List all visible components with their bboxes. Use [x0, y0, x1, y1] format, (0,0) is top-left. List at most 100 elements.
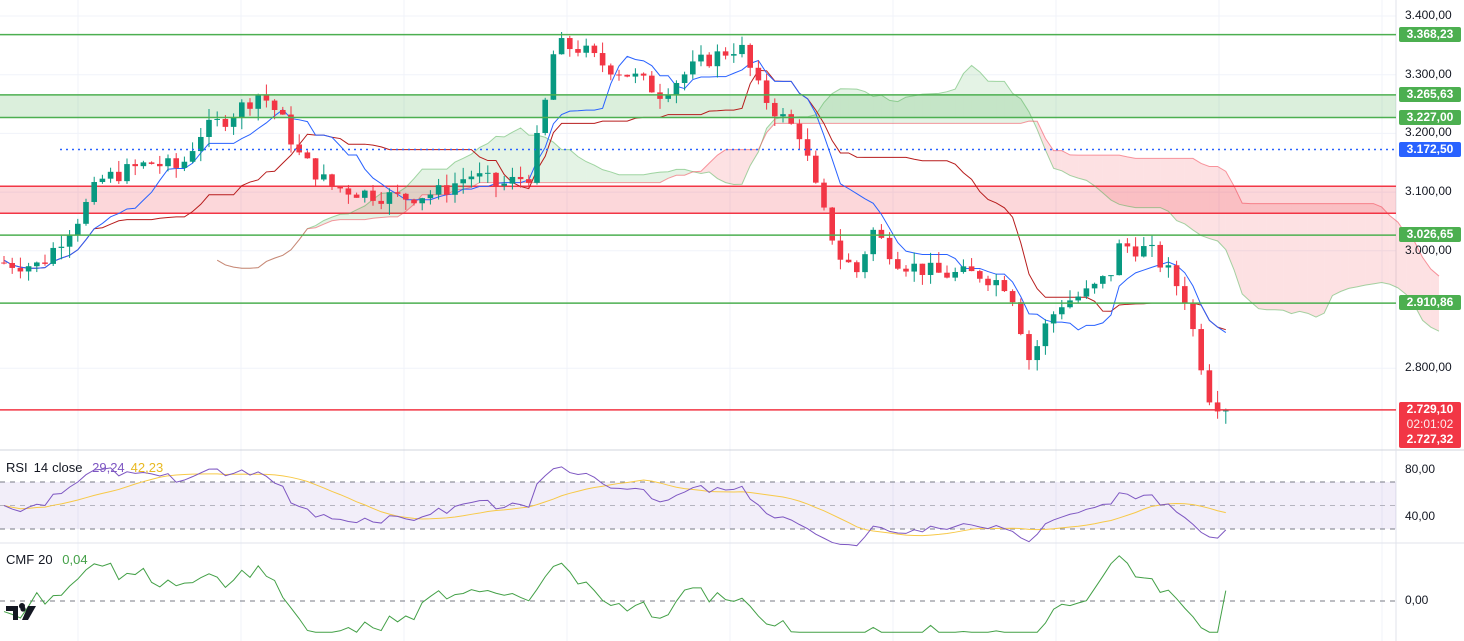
ichimoku-cloud-segment — [1332, 203, 1341, 296]
ichimoku-cloud-segment — [1061, 150, 1070, 176]
candle-body — [222, 118, 229, 127]
candle-body — [616, 74, 622, 76]
ichimoku-cloud-segment — [684, 169, 693, 176]
ichimoku-cloud-segment — [561, 149, 570, 183]
ichimoku-cloud-segment — [1250, 203, 1259, 309]
cmf-length: 20 — [38, 552, 53, 567]
candle-body — [157, 163, 163, 167]
last-price-tag: 2.729,10 02:01:02 2.727,32 — [1399, 401, 1461, 448]
ichimoku-cloud-segment — [1324, 203, 1333, 314]
rsi-source: close — [52, 460, 83, 475]
candle-body — [1026, 334, 1032, 361]
ichimoku-cloud-segment — [545, 137, 554, 183]
rsi-ma-value: 42,23 — [130, 460, 164, 475]
ichimoku-cloud-segment — [1209, 166, 1218, 241]
ichimoku-cloud-segment — [709, 155, 718, 179]
candle-body — [198, 136, 204, 152]
candle-body — [854, 262, 860, 273]
candle-body — [124, 164, 130, 182]
candle-body — [977, 271, 983, 279]
candle-body — [1001, 280, 1008, 292]
candle-body — [493, 172, 499, 186]
candle-body — [214, 118, 220, 120]
candle-body — [509, 176, 516, 184]
cmf-line — [3, 555, 1227, 633]
ichimoku-cloud-segment — [1283, 203, 1292, 314]
candle-body — [993, 280, 999, 286]
ichimoku-cloud-segment — [1242, 203, 1251, 302]
candle-body — [468, 176, 475, 180]
candle-body — [517, 176, 524, 180]
candle-body — [952, 271, 958, 278]
candle-body — [698, 54, 704, 62]
price-tick-label: 3.000,00 — [1405, 242, 1452, 257]
ichimoku-cloud-segment — [1037, 121, 1046, 150]
candle-body — [681, 74, 688, 84]
candle-body — [550, 54, 557, 100]
ichimoku-cloud-segment — [906, 95, 915, 124]
candle-body — [796, 123, 803, 140]
cmf-legend: CMF 20 0,04 — [6, 552, 94, 567]
candle-body — [624, 74, 630, 77]
candle-body — [1124, 243, 1131, 247]
candle-body — [1198, 329, 1204, 371]
candle-body — [747, 44, 753, 68]
ichimoku-cloud-segment — [1217, 166, 1226, 250]
ichimoku-cloud-segment — [487, 136, 496, 183]
ichimoku-cloud-segment — [348, 209, 357, 220]
candle-body — [862, 254, 868, 273]
candle-body — [345, 188, 352, 195]
price-tick-label: 3.200,00 — [1405, 125, 1452, 140]
level-price-tag: 3.026,65 — [1399, 227, 1461, 243]
ichimoku-cloud-segment — [1225, 171, 1234, 270]
candle-body — [878, 229, 885, 238]
ichimoku-cloud-segment — [1299, 203, 1308, 314]
ichimoku-cloud-segment — [586, 161, 595, 183]
candle-body — [1091, 283, 1098, 289]
candle-body — [919, 263, 926, 275]
ichimoku-cloud-segment — [725, 149, 734, 185]
level-price-tag: 3.265,63 — [1399, 86, 1461, 102]
level-price-tag: 3.368,23 — [1399, 26, 1461, 42]
ichimoku-cloud-segment — [1053, 150, 1062, 171]
ichimoku-cloud-segment — [1258, 203, 1267, 310]
ichimoku-cloud-segment — [1373, 203, 1382, 284]
candle-body — [1, 262, 7, 264]
ichimoku-cloud-segment — [660, 171, 669, 183]
candle-body — [1018, 302, 1024, 335]
candle-body — [1009, 291, 1016, 303]
senkou-span-a — [216, 64, 1440, 332]
ichimoku-cloud-segment — [922, 93, 931, 124]
ichimoku-cloud-segment — [766, 118, 775, 133]
ichimoku-cloud-segment — [1086, 155, 1095, 186]
ichimoku-cloud-segment — [323, 217, 332, 225]
tradingview-logo[interactable] — [6, 603, 38, 623]
candle-body — [927, 262, 934, 275]
candle-body — [649, 75, 655, 93]
ichimoku-cloud-segment — [479, 143, 488, 183]
candle-body — [911, 263, 917, 272]
candle-body — [755, 67, 762, 81]
candle-body — [75, 223, 81, 236]
candle-body — [247, 102, 253, 109]
candle-body — [936, 262, 942, 273]
ichimoku-cloud-segment — [520, 127, 529, 183]
candle-body — [263, 94, 270, 101]
ichimoku-cloud-segment — [1357, 203, 1366, 287]
candle-body — [575, 49, 581, 53]
candle-body — [42, 262, 48, 264]
candle-body — [608, 65, 614, 75]
candle-body — [321, 174, 327, 180]
candle-body — [780, 114, 786, 117]
ichimoku-cloud-segment — [1316, 203, 1325, 318]
candle-body — [722, 51, 729, 56]
ichimoku-cloud-segment — [742, 149, 751, 185]
candle-body — [288, 114, 294, 145]
ichimoku-cloud-segment — [947, 89, 956, 124]
ichimoku-cloud-segment — [610, 171, 619, 183]
candle-body — [140, 162, 147, 167]
candle-body — [1034, 346, 1040, 361]
ichimoku-cloud-segment — [594, 165, 603, 183]
ichimoku-cloud-segment — [1168, 158, 1177, 221]
